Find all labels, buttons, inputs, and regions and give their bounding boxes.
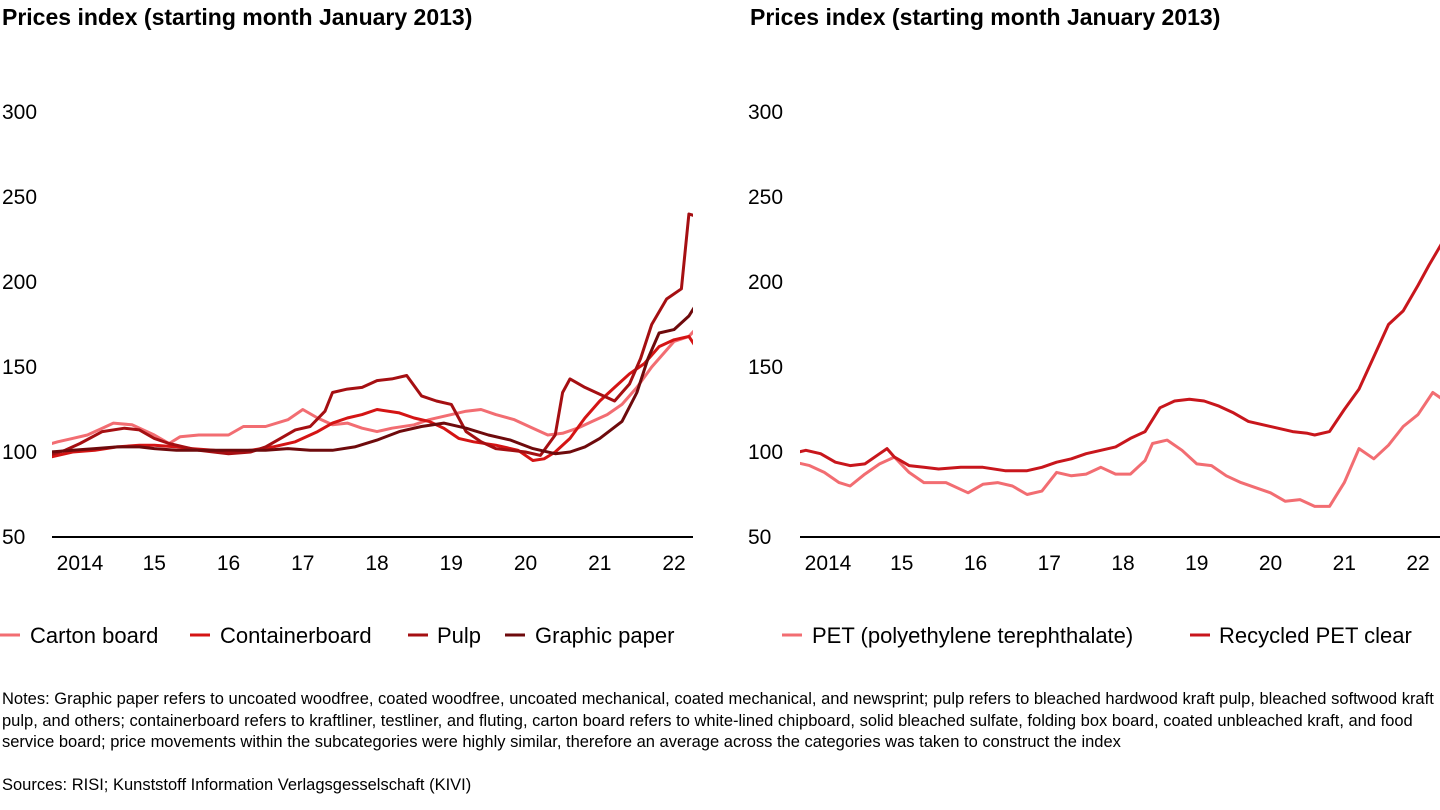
y-tick-label: 300 <box>748 101 783 124</box>
x-tick-label: 18 <box>1111 552 1134 575</box>
left-chart: 300 250 200 150 100 50 2014 15 16 17 18 19 20 21 22 Car… <box>0 101 693 648</box>
y-tick-label: 250 <box>2 186 37 209</box>
sources-text: Sources: RISI; Kunststoff Information Ve… <box>2 776 472 794</box>
x-tick-label: 16 <box>964 552 987 575</box>
y-tick-label: 100 <box>748 441 783 464</box>
x-tick-label: 22 <box>662 552 685 575</box>
series-line-graphic-paper <box>52 306 693 456</box>
y-tick-label: 250 <box>748 186 783 209</box>
y-tick-label: 300 <box>2 101 37 124</box>
legend-label: Recycled PET clear <box>1219 623 1412 648</box>
legend-label: Graphic paper <box>535 623 674 648</box>
x-tick-label: 15 <box>143 552 166 575</box>
y-tick-label: 150 <box>748 356 783 379</box>
x-tick-label: 17 <box>291 552 314 575</box>
x-tick-label: 2014 <box>57 552 104 575</box>
x-tick-label: 21 <box>1333 552 1356 575</box>
series-line-pet <box>800 391 1440 508</box>
series-line-pulp <box>52 212 693 457</box>
right-chart-title: Prices index (starting month January 201… <box>750 4 1221 30</box>
legend-label: Containerboard <box>220 623 372 648</box>
notes-text: Notes: Graphic paper refers to uncoated … <box>2 690 1434 751</box>
series-line-containerboard <box>52 334 693 462</box>
series-line-recycled-pet <box>800 243 1440 473</box>
x-tick-label: 21 <box>588 552 611 575</box>
series-line-carton-board <box>52 329 693 445</box>
y-tick-label: 50 <box>2 526 25 549</box>
x-tick-label: 2014 <box>805 552 852 575</box>
x-tick-label: 20 <box>514 552 537 575</box>
y-tick-label: 200 <box>748 271 783 294</box>
right-chart: 300 250 200 150 100 50 2014 15 16 17 18 19 20 21 22 PET… <box>748 101 1440 648</box>
left-chart-title: Prices index (starting month January 201… <box>2 4 473 30</box>
legend-label: Pulp <box>437 623 481 648</box>
legend-label: Carton board <box>30 623 158 648</box>
x-tick-label: 15 <box>890 552 913 575</box>
x-tick-label: 16 <box>217 552 240 575</box>
x-tick-label: 19 <box>1185 552 1208 575</box>
y-tick-label: 50 <box>748 526 771 549</box>
x-tick-label: 18 <box>365 552 388 575</box>
x-tick-label: 22 <box>1406 552 1429 575</box>
x-tick-label: 20 <box>1259 552 1282 575</box>
x-tick-label: 19 <box>440 552 463 575</box>
y-tick-label: 200 <box>2 271 37 294</box>
y-tick-label: 100 <box>2 441 37 464</box>
legend-label: PET (polyethylene terephthalate) <box>812 623 1133 648</box>
x-tick-label: 17 <box>1038 552 1061 575</box>
y-tick-label: 150 <box>2 356 37 379</box>
